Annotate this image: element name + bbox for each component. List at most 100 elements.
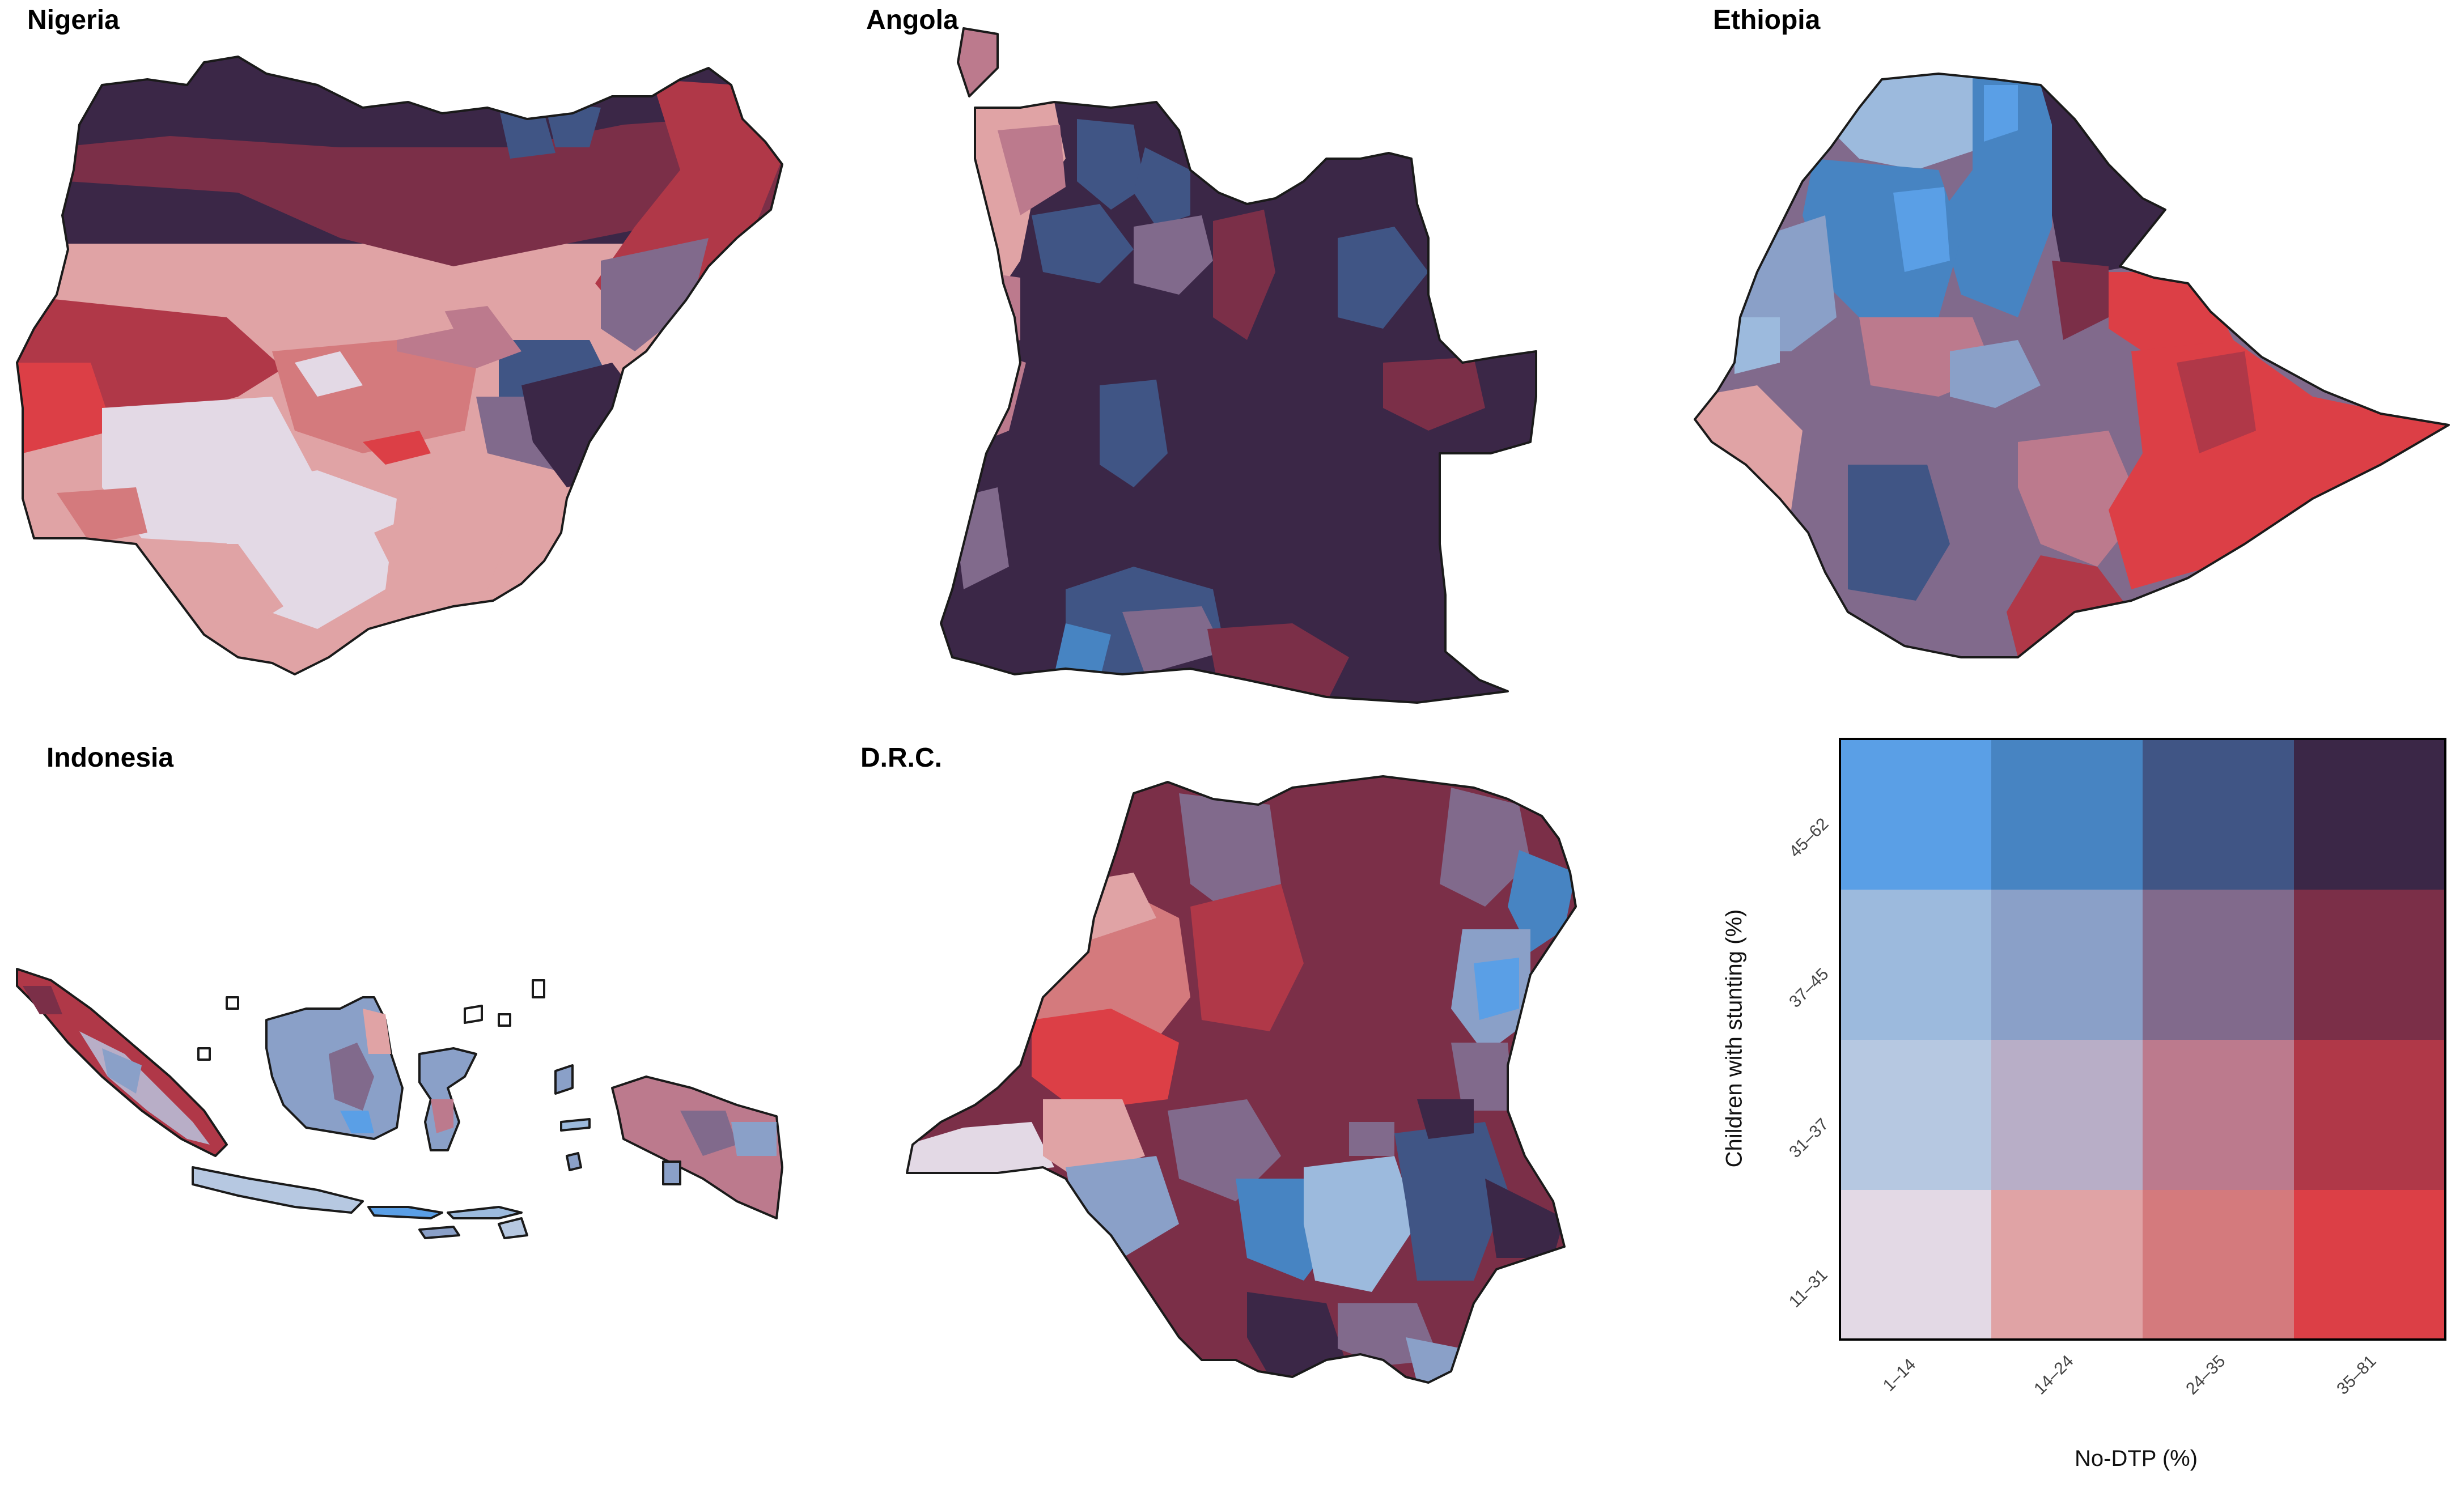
fill-region-et	[1950, 340, 2041, 408]
indonesia-islands	[16, 968, 783, 1239]
island-small	[498, 1013, 511, 1027]
fill-region-et	[1984, 85, 2018, 142]
fill-region-ng	[17, 363, 113, 453]
fill-region-cd	[1247, 1292, 1349, 1377]
fill-region-ao	[1077, 119, 1145, 210]
fill-region-id	[680, 1111, 737, 1156]
fill-region-ng	[351, 283, 453, 340]
fill-region-cd	[907, 1122, 1054, 1173]
legend-cell	[1840, 1039, 1992, 1190]
fill-region-et	[2018, 431, 2143, 567]
fill-region-cd	[1394, 1122, 1508, 1281]
fill-region-ng	[363, 431, 431, 465]
island-halmahera	[554, 1064, 574, 1095]
island-small	[532, 979, 545, 998]
fill-region-cd	[1168, 1099, 1281, 1201]
fill-region-cd	[1304, 1156, 1417, 1292]
fill-region-ao	[1100, 380, 1168, 487]
fill-region-ng	[601, 238, 709, 351]
island-small	[464, 1005, 483, 1024]
legend-cell	[2294, 1039, 2446, 1190]
island-sumbawa-flores	[447, 1206, 523, 1219]
island-small	[226, 996, 239, 1010]
legend-cell	[1991, 1189, 2143, 1340]
fill-region-id	[340, 1111, 374, 1133]
legend-grid	[1839, 738, 2446, 1341]
legend-cell	[2143, 889, 2295, 1040]
fill-region-et	[1893, 187, 1950, 272]
drc-border	[906, 775, 1577, 1384]
fill-region-ao	[1032, 204, 1134, 283]
legend-cell	[1840, 1189, 1992, 1340]
island-sumba	[418, 1226, 460, 1239]
island-java	[192, 1166, 364, 1214]
fill-region-ao	[1122, 606, 1224, 674]
legend-cell	[2143, 739, 2295, 890]
legend-cell	[1840, 889, 1992, 1040]
fill-region-et	[1734, 317, 1780, 374]
island-small	[662, 1160, 681, 1185]
map-title-drc: D.R.C.	[860, 743, 942, 773]
fill-region-cd	[1190, 884, 1304, 1031]
island-bali-lombok	[367, 1206, 443, 1219]
fill-region-ao	[1383, 357, 1485, 431]
nigeria-border	[16, 56, 783, 675]
fill-region-et	[1939, 74, 2052, 317]
fill-region-ao	[1054, 623, 1111, 680]
legend-cell	[2143, 1039, 2295, 1190]
map-title-ethiopia: Ethiopia	[1713, 5, 1821, 35]
island-timor	[498, 1217, 528, 1239]
y-axis-title: Children with stunting (%)	[1721, 909, 1747, 1168]
fill-region-cd	[1440, 788, 1530, 907]
fill-region-cd	[1032, 1009, 1179, 1111]
fill-region-ng	[374, 499, 510, 601]
fill-region-ng	[499, 108, 555, 159]
island-papua	[611, 1075, 783, 1219]
legend-cell	[1840, 739, 1992, 890]
fill-region-cd	[1485, 1179, 1564, 1258]
fill-region-cd	[1474, 958, 1519, 1020]
map-title-nigeria: Nigeria	[27, 5, 120, 35]
legend-frame	[1839, 738, 2446, 1341]
fill-region-et	[2052, 261, 2109, 340]
legend-cells	[1840, 739, 2446, 1340]
fill-region-id	[431, 1099, 453, 1133]
legend-cell	[2294, 739, 2446, 890]
fill-region-cd	[1349, 1122, 1394, 1156]
fill-region-cd	[1417, 1099, 1474, 1139]
legend-cell	[2294, 889, 2446, 1040]
fill-region-cd	[1406, 1337, 1462, 1383]
legend-cell	[1991, 889, 2143, 1040]
legend-cell	[2143, 1189, 2295, 1340]
fill-region-et	[2007, 555, 2131, 657]
ethiopia-border	[1694, 73, 2450, 658]
fill-region-id	[731, 1122, 777, 1156]
fill-region-ng	[170, 544, 283, 635]
island-small	[197, 1047, 211, 1061]
legend-cell	[1991, 739, 2143, 890]
bivariate-legend: 45–62 37–45 31–37 11–31 1–14 14–24 24–35…	[1695, 731, 2464, 1488]
fill-region-id	[363, 1009, 391, 1054]
fill-region-ng	[57, 487, 147, 544]
x-axis-title: No-DTP (%)	[2075, 1446, 2198, 1471]
map-title-indonesia: Indonesia	[46, 743, 174, 773]
fill-region-ao	[1213, 210, 1275, 340]
fill-region-ao	[1134, 215, 1213, 295]
island-small	[566, 1152, 582, 1171]
legend-cell	[2294, 1189, 2446, 1340]
fill-region-ao	[998, 125, 1066, 215]
fill-region-id	[23, 986, 62, 1014]
fill-region-id	[329, 1043, 374, 1111]
fill-region-cd	[1451, 1043, 1513, 1111]
legend-cell	[1991, 1039, 2143, 1190]
fill-region-et	[1695, 385, 1803, 510]
fill-region-id	[102, 1048, 142, 1094]
island-seram	[560, 1118, 591, 1132]
fill-region-ng	[295, 351, 363, 397]
fill-region-cd	[1508, 850, 1576, 952]
